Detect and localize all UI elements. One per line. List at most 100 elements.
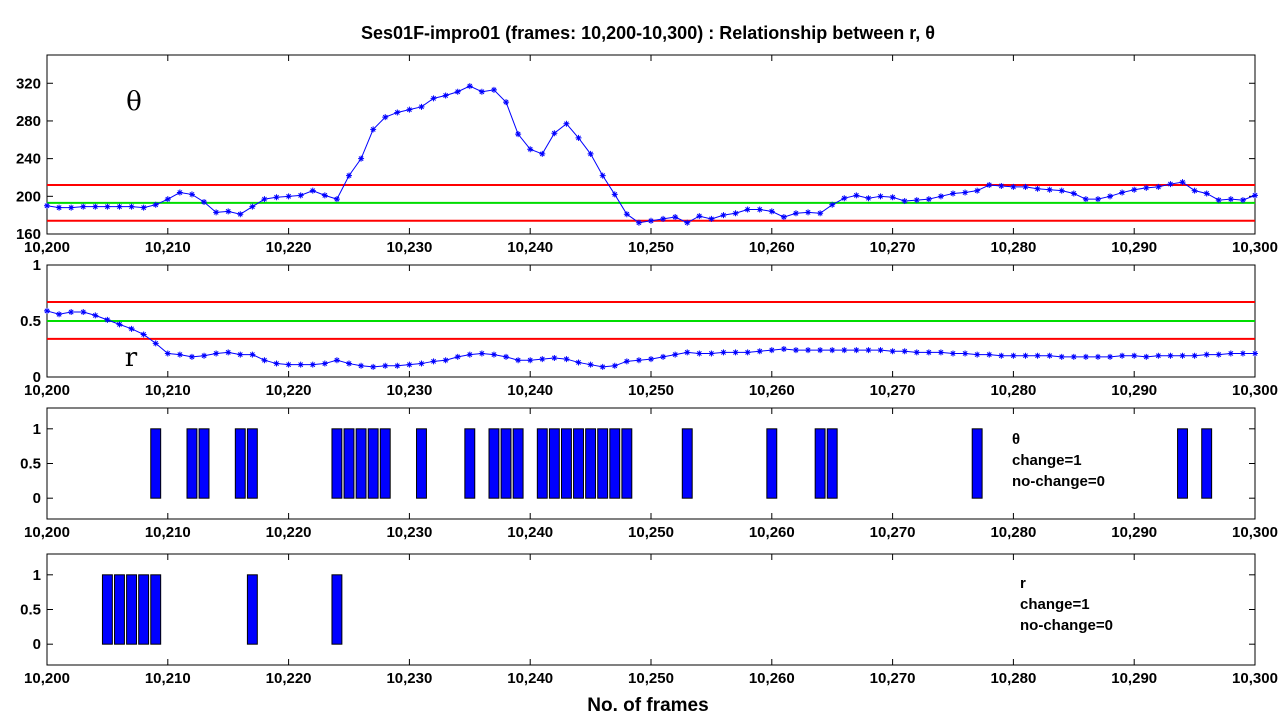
data-point xyxy=(1107,353,1114,360)
data-point xyxy=(430,95,437,102)
data-point xyxy=(370,126,377,133)
x-tick-label: 10,300 xyxy=(1232,382,1278,399)
change-bar xyxy=(536,428,548,499)
data-point xyxy=(321,192,328,199)
data-point xyxy=(418,103,425,110)
chart-panels: 10,200 10,210 10,220 10,230 10,240 10,250 10,2… xyxy=(16,54,1278,687)
change-bar xyxy=(814,428,826,499)
legend-entry: change=1 xyxy=(1020,596,1090,613)
data-point xyxy=(188,353,195,360)
data-point xyxy=(213,350,220,357)
data-point xyxy=(817,210,824,217)
change-bar xyxy=(198,428,210,499)
data-point xyxy=(1058,353,1065,360)
panel-symbol-theta: θ xyxy=(126,87,142,117)
data-point xyxy=(261,196,268,203)
data-point xyxy=(213,209,220,216)
data-point xyxy=(1239,197,1246,204)
panel-theta_change: 10,200 10,210 10,220 10,230 10,240 10,250 10,2… xyxy=(20,407,1278,541)
data-point xyxy=(768,347,775,354)
data-point xyxy=(901,348,908,355)
x-tick-label: 10,260 xyxy=(749,239,795,256)
data-point xyxy=(660,353,667,360)
data-point xyxy=(68,309,75,316)
x-axis-label: No. of frames xyxy=(587,695,708,716)
data-point xyxy=(998,352,1005,359)
x-tick-label: 10,200 xyxy=(24,239,70,256)
data-point xyxy=(563,356,570,363)
x-tick-label: 10,280 xyxy=(990,239,1036,256)
data-point xyxy=(56,204,63,211)
data-point xyxy=(1058,187,1065,194)
change-bar xyxy=(609,428,621,499)
data-point xyxy=(394,109,401,116)
data-point xyxy=(756,206,763,213)
y-tick-label: 200 xyxy=(16,188,41,205)
change-bar xyxy=(585,428,597,499)
change-bar xyxy=(1177,428,1188,499)
data-point xyxy=(418,360,425,367)
data-point xyxy=(756,348,763,355)
data-point xyxy=(128,325,135,332)
data-point xyxy=(478,88,485,95)
data-point xyxy=(309,361,316,368)
data-point xyxy=(925,349,932,356)
data-point xyxy=(599,363,606,370)
x-tick-label: 10,290 xyxy=(1111,382,1157,399)
data-point xyxy=(297,192,304,199)
change-bar xyxy=(500,428,512,499)
legend-entry: change=1 xyxy=(1012,452,1082,469)
change-bar xyxy=(150,574,162,645)
data-point xyxy=(1010,183,1017,190)
data-point xyxy=(937,193,944,200)
data-point xyxy=(1143,353,1150,360)
data-point xyxy=(587,150,594,157)
data-point xyxy=(623,358,630,365)
data-point xyxy=(478,350,485,357)
x-tick-label: 10,220 xyxy=(266,382,312,399)
data-point xyxy=(273,360,280,367)
x-tick-label: 10,270 xyxy=(870,524,916,541)
plot-area-theta xyxy=(46,54,1256,235)
x-tick-label: 10,250 xyxy=(628,382,674,399)
data-point xyxy=(1215,197,1222,204)
change-bar xyxy=(597,428,609,499)
data-point xyxy=(1252,192,1258,199)
data-point xyxy=(877,347,884,354)
data-point xyxy=(249,351,256,358)
data-point xyxy=(744,349,751,356)
x-tick-label: 10,230 xyxy=(386,382,432,399)
change-bar xyxy=(681,428,693,499)
change-bar xyxy=(560,428,572,499)
data-point xyxy=(116,321,123,328)
data-point xyxy=(732,210,739,217)
data-point xyxy=(720,349,727,356)
data-point xyxy=(1022,352,1029,359)
y-tick-label: 0.5 xyxy=(20,602,41,619)
x-tick-label: 10,270 xyxy=(870,239,916,256)
data-point xyxy=(684,349,691,356)
data-point xyxy=(648,356,654,363)
change-bar xyxy=(379,428,391,499)
data-point xyxy=(358,362,365,369)
legend-entry: no-change=0 xyxy=(1012,473,1105,490)
data-point xyxy=(974,351,981,358)
data-point xyxy=(889,194,896,201)
data-point xyxy=(1107,193,1114,200)
data-point xyxy=(1179,179,1186,186)
x-tick-label: 10,210 xyxy=(145,524,191,541)
data-point xyxy=(635,219,642,226)
change-bar xyxy=(367,428,379,499)
data-point xyxy=(962,350,969,357)
data-point xyxy=(950,190,956,197)
data-point xyxy=(829,347,836,354)
data-point xyxy=(829,201,836,208)
data-point xyxy=(660,215,667,222)
data-point xyxy=(1082,196,1089,203)
data-point xyxy=(950,350,956,357)
data-point xyxy=(225,349,232,356)
data-point xyxy=(92,312,99,319)
change-bar xyxy=(331,428,343,499)
data-point xyxy=(261,357,268,364)
